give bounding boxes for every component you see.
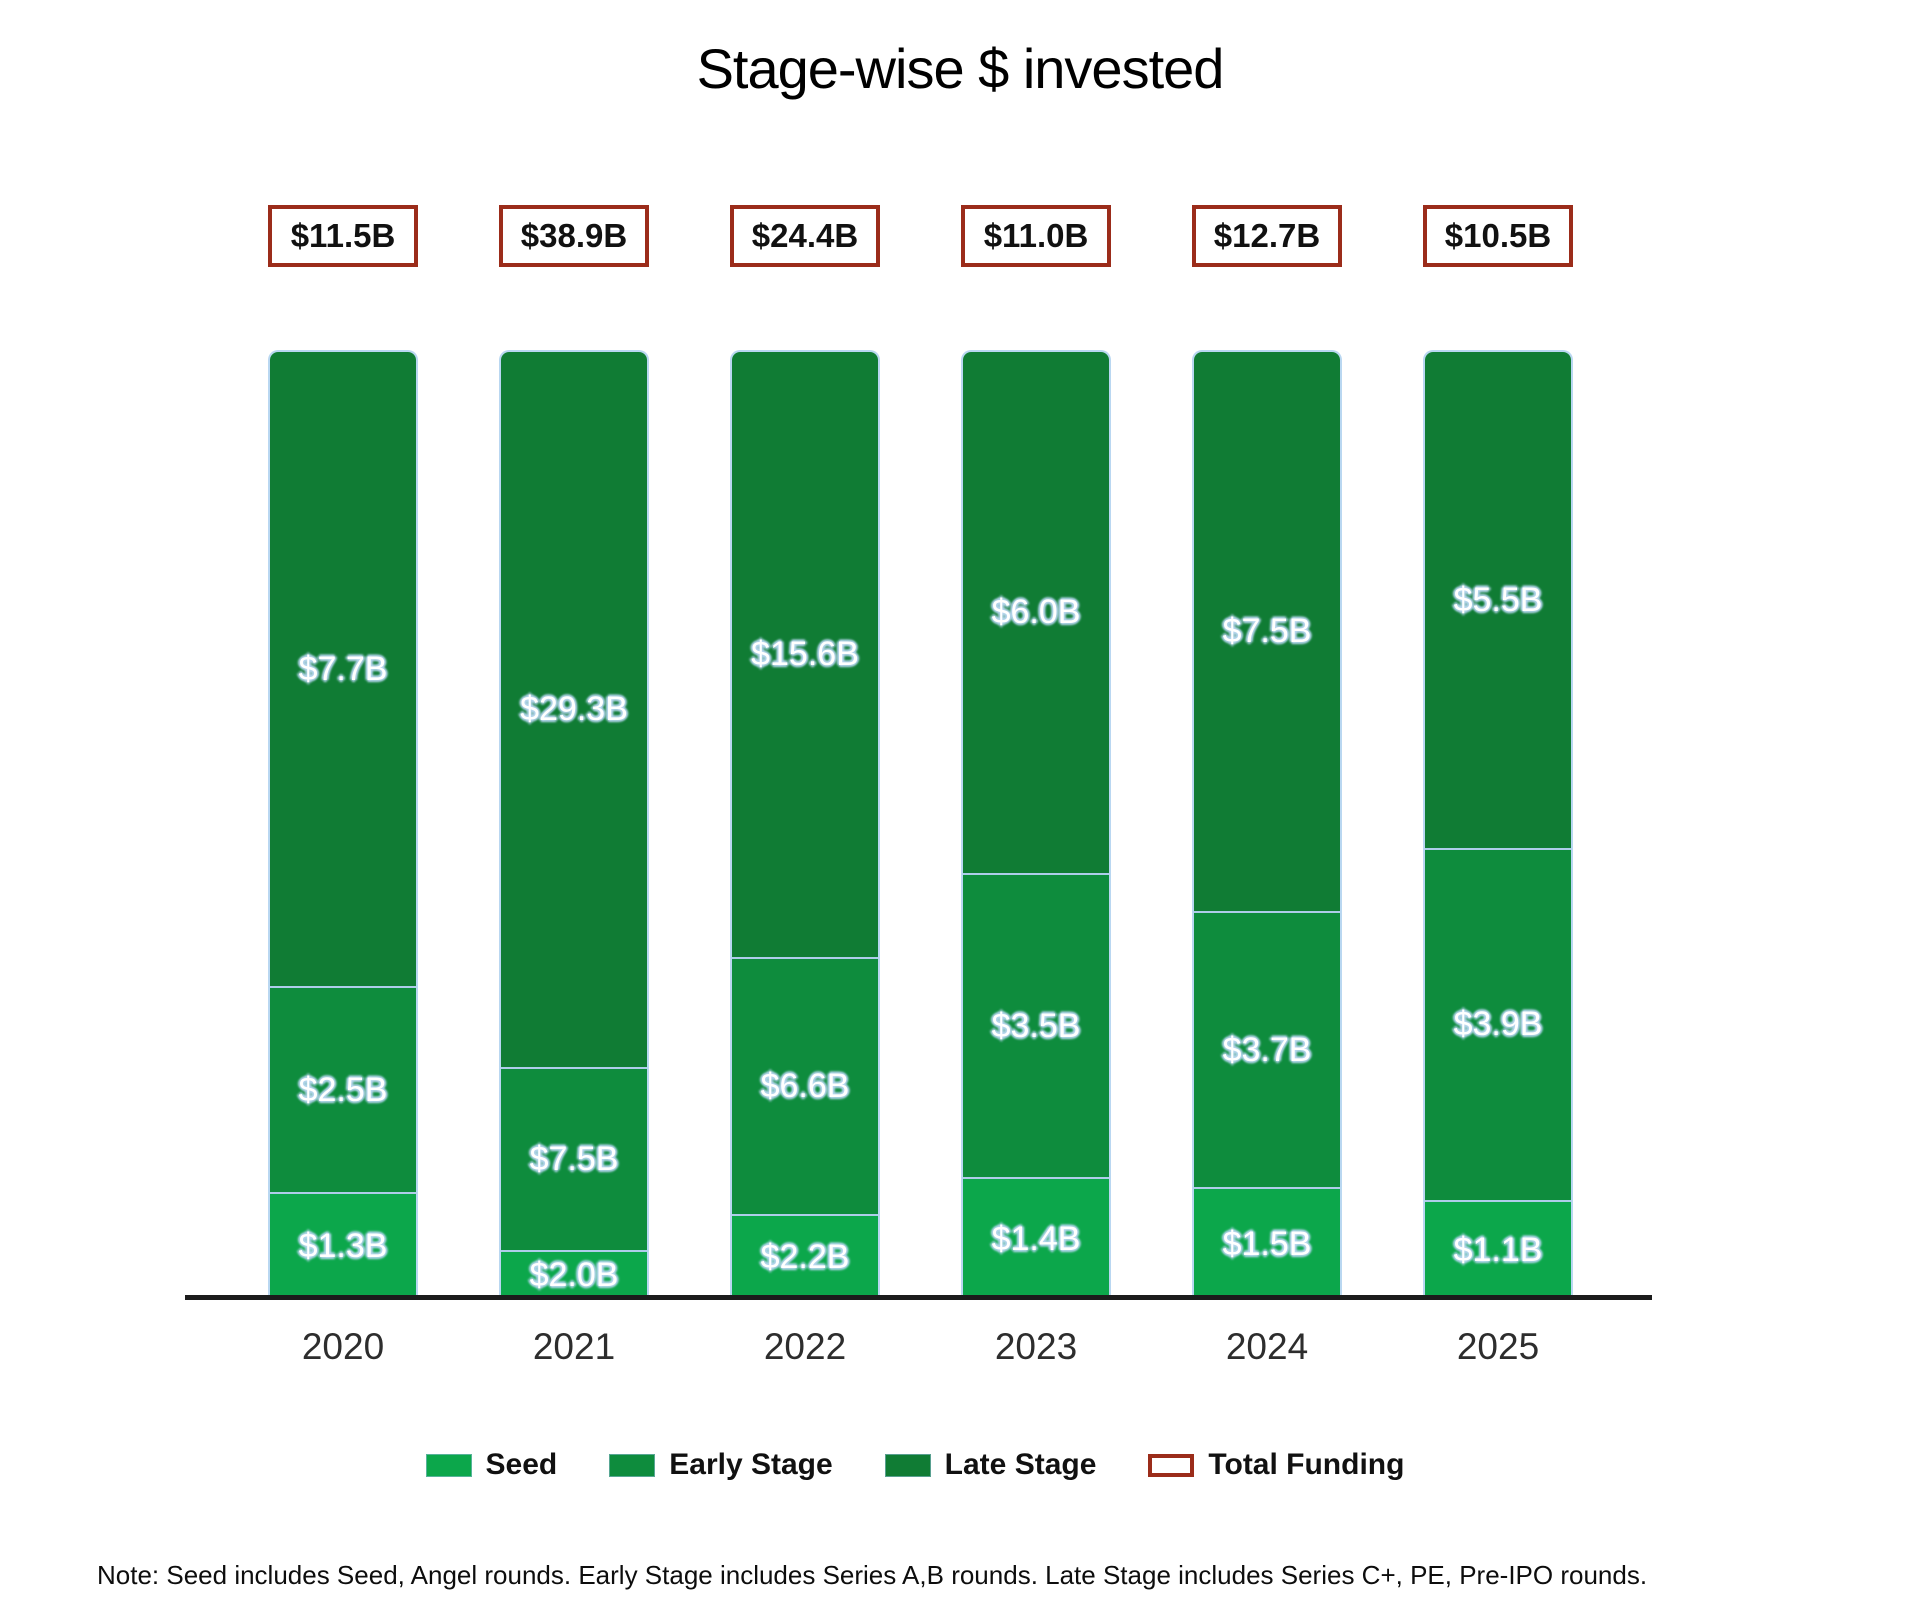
- segment-value-label: $1.1B: [1453, 1230, 1543, 1269]
- legend-item-early-stage: Early Stage: [609, 1448, 833, 1482]
- segment-early-stage-2023: $3.5B: [963, 873, 1109, 1178]
- segment-early-stage-2021: $7.5B: [501, 1067, 647, 1251]
- segment-seed-2020: $1.3B: [270, 1191, 416, 1297]
- legend-label: Early Stage: [669, 1448, 833, 1481]
- chart-legend: Seed Early Stage Late Stage Total Funding: [0, 1448, 1875, 1482]
- segment-value-label: $6.0B: [991, 593, 1081, 632]
- segment-early-stage-2022: $6.6B: [732, 957, 878, 1214]
- chart-title: Stage-wise $ invested: [696, 37, 1225, 100]
- segment-value-label: $2.2B: [760, 1237, 850, 1276]
- total-funding-box-2024: $12.7B: [1192, 205, 1342, 267]
- legend-item-seed: Seed: [425, 1448, 558, 1482]
- segment-seed-2023: $1.4B: [963, 1177, 1109, 1297]
- segment-late-stage-2025: $5.5B: [1425, 352, 1571, 849]
- segment-value-label: $7.5B: [529, 1140, 619, 1179]
- segment-value-label: $2.0B: [529, 1256, 619, 1295]
- x-axis-label-2022: 2022: [763, 1326, 847, 1367]
- segment-value-label: $2.5B: [298, 1070, 388, 1109]
- x-axis-label-2021: 2021: [532, 1326, 616, 1367]
- segment-early-stage-2025: $3.9B: [1425, 848, 1571, 1200]
- legend-item-total-funding: Total Funding: [1148, 1448, 1404, 1482]
- segment-value-label: $3.7B: [1222, 1030, 1312, 1069]
- segment-early-stage-2020: $2.5B: [270, 986, 416, 1192]
- x-axis-label-2023: 2023: [994, 1326, 1078, 1367]
- segment-value-label: $1.4B: [991, 1219, 1081, 1258]
- x-axis-label-2025: 2025: [1456, 1326, 1540, 1367]
- legend-swatch-icon: [884, 1453, 931, 1477]
- segment-seed-2025: $1.1B: [1425, 1199, 1571, 1297]
- segment-late-stage-2024: $7.5B: [1194, 352, 1340, 912]
- segment-late-stage-2021: $29.3B: [501, 352, 647, 1068]
- total-funding-box-2021: $38.9B: [499, 205, 649, 267]
- segment-value-label: $15.6B: [751, 635, 859, 674]
- bar-2024: $7.5B $3.7B $1.5B: [1192, 350, 1342, 1297]
- x-axis-label-2020: 2020: [301, 1326, 385, 1367]
- segment-early-stage-2024: $3.7B: [1194, 911, 1340, 1188]
- bar-2025: $5.5B $3.9B $1.1B: [1423, 350, 1573, 1297]
- total-funding-box-2025: $10.5B: [1423, 205, 1573, 267]
- total-funding-box-2020: $11.5B: [268, 205, 418, 267]
- legend-swatch-icon: [1148, 1453, 1195, 1477]
- legend-label: Total Funding: [1208, 1448, 1405, 1481]
- segment-seed-2024: $1.5B: [1194, 1187, 1340, 1297]
- total-funding-box-2022: $24.4B: [730, 205, 880, 267]
- segment-seed-2022: $2.2B: [732, 1213, 878, 1297]
- bar-2023: $6.0B $3.5B $1.4B: [961, 350, 1111, 1297]
- segment-value-label: $29.3B: [520, 690, 628, 729]
- segment-value-label: $3.5B: [991, 1006, 1081, 1045]
- segment-value-label: $5.5B: [1453, 580, 1543, 619]
- bar-2020: $7.7B $2.5B $1.3B: [268, 350, 418, 1297]
- legend-label: Seed: [485, 1448, 558, 1481]
- footnote: Note: Seed includes Seed, Angel rounds. …: [97, 1560, 1648, 1590]
- segment-value-label: $7.5B: [1222, 612, 1312, 651]
- legend-item-late-stage: Late Stage: [884, 1448, 1097, 1482]
- segment-late-stage-2022: $15.6B: [732, 352, 878, 958]
- segment-value-label: $7.7B: [298, 649, 388, 688]
- legend-label: Late Stage: [944, 1448, 1097, 1481]
- legend-swatch-icon: [425, 1453, 472, 1477]
- x-axis-label-2024: 2024: [1225, 1326, 1309, 1367]
- x-axis-line: [185, 1295, 1652, 1300]
- total-funding-box-2023: $11.0B: [961, 205, 1111, 267]
- segment-value-label: $1.5B: [1222, 1224, 1312, 1263]
- segment-late-stage-2020: $7.7B: [270, 352, 416, 987]
- segment-late-stage-2023: $6.0B: [963, 352, 1109, 874]
- segment-value-label: $1.3B: [298, 1226, 388, 1265]
- segment-seed-2021: $2.0B: [501, 1250, 647, 1297]
- bar-2022: $15.6B $6.6B $2.2B: [730, 350, 880, 1297]
- segment-value-label: $3.9B: [1453, 1005, 1543, 1044]
- bar-2021: $29.3B $7.5B $2.0B: [499, 350, 649, 1297]
- legend-swatch-icon: [609, 1453, 656, 1477]
- segment-value-label: $6.6B: [760, 1067, 850, 1106]
